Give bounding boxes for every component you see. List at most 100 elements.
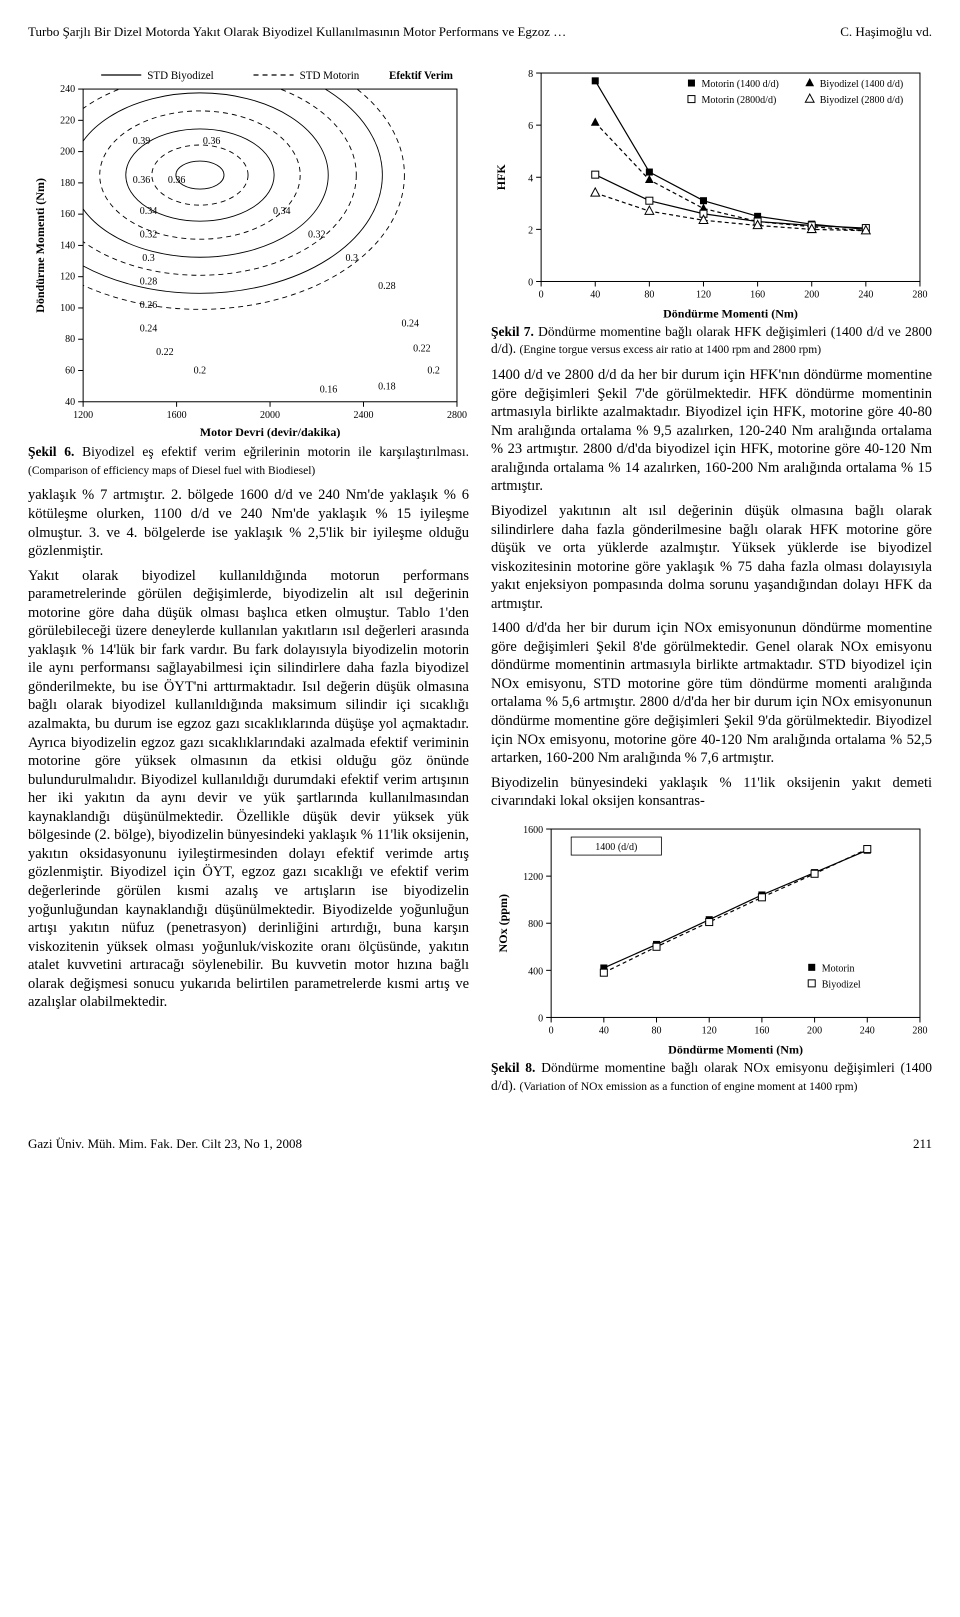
svg-text:0.26: 0.26 xyxy=(140,300,158,311)
svg-text:160: 160 xyxy=(754,1025,769,1036)
header-right: C. Haşimoğlu vd. xyxy=(840,24,932,41)
svg-text:0.2: 0.2 xyxy=(194,365,207,376)
svg-text:40: 40 xyxy=(590,289,600,300)
svg-text:0.36: 0.36 xyxy=(203,135,221,146)
svg-text:0.34: 0.34 xyxy=(140,206,158,217)
svg-text:180: 180 xyxy=(60,178,75,189)
figure-8: 0 40 80 120 160 200 240 280 0 400 800 1200 1600 Döndü… xyxy=(491,817,932,1095)
svg-text:280: 280 xyxy=(912,1025,927,1036)
fig8-caption: Şekil 8. Döndürme momentine bağlı olarak… xyxy=(491,1059,932,1094)
fig6-svg: STD Biyodizel STD Motorin Efektif Verim 120… xyxy=(28,61,469,442)
svg-text:Motorin (2800d/d): Motorin (2800d/d) xyxy=(701,95,776,106)
svg-text:100: 100 xyxy=(60,303,75,314)
right-column: 0408012016020024028002468Döndürme Moment… xyxy=(491,57,932,1103)
svg-text:0.28: 0.28 xyxy=(140,276,158,287)
svg-text:Döndürme Momenti (Nm): Döndürme Momenti (Nm) xyxy=(668,1042,803,1056)
svg-text:STD Motorin: STD Motorin xyxy=(300,70,360,82)
svg-text:200: 200 xyxy=(804,289,819,300)
figure-7: 0408012016020024028002468Döndürme Moment… xyxy=(491,61,932,359)
svg-text:1200: 1200 xyxy=(523,872,543,883)
body-p1: yaklaşık % 7 artmıştır. 2. bölgede 1600 … xyxy=(28,486,469,560)
svg-text:60: 60 xyxy=(65,365,75,376)
svg-text:160: 160 xyxy=(750,289,765,300)
fig8-caption-sub: (Variation of NOx emission as a function… xyxy=(520,1081,858,1093)
svg-text:Biyodizel (1400 d/d): Biyodizel (1400 d/d) xyxy=(820,79,903,90)
svg-text:Döndürme Momenti (Nm): Döndürme Momenti (Nm) xyxy=(663,306,798,320)
svg-text:80: 80 xyxy=(652,1025,662,1036)
svg-text:0.24: 0.24 xyxy=(401,318,419,329)
fig7-caption-sub: (Engine torgue versus excess air ratio a… xyxy=(520,344,822,356)
svg-text:Motorin: Motorin xyxy=(822,963,855,974)
svg-text:0.32: 0.32 xyxy=(140,229,158,240)
svg-text:120: 120 xyxy=(702,1025,717,1036)
svg-text:6: 6 xyxy=(528,121,533,132)
body-p4: Biyodizel yakıtının alt ısıl değerinin d… xyxy=(491,502,932,613)
svg-text:1600: 1600 xyxy=(523,825,543,836)
svg-text:0.32: 0.32 xyxy=(308,229,326,240)
svg-text:2800: 2800 xyxy=(447,409,467,420)
svg-text:0.34: 0.34 xyxy=(273,206,291,217)
svg-text:240: 240 xyxy=(860,1025,875,1036)
running-header: Turbo Şarjlı Bir Dizel Motorda Yakıt Ola… xyxy=(28,24,932,41)
svg-text:0.2: 0.2 xyxy=(427,365,440,376)
svg-text:0.36: 0.36 xyxy=(133,175,151,186)
svg-text:Efektif Verim: Efektif Verim xyxy=(389,70,453,82)
fig8-svg: 0 40 80 120 160 200 240 280 0 400 800 1200 1600 Döndü… xyxy=(491,817,932,1058)
svg-text:2: 2 xyxy=(528,225,533,236)
svg-text:0.22: 0.22 xyxy=(413,343,431,354)
svg-text:0: 0 xyxy=(538,1013,543,1024)
svg-text:40: 40 xyxy=(65,396,75,407)
svg-text:120: 120 xyxy=(60,271,75,282)
header-left: Turbo Şarjlı Bir Dizel Motorda Yakıt Ola… xyxy=(28,24,566,41)
fig8-caption-bold: Şekil 8. xyxy=(491,1060,535,1075)
fig6-caption-text: Biyodizel eş efektif verim eğrilerinin m… xyxy=(74,444,469,459)
svg-text:HFK: HFK xyxy=(494,163,508,190)
body-p5: 1400 d/d'da her bir durum için NOx emisy… xyxy=(491,619,932,767)
svg-text:80: 80 xyxy=(644,289,654,300)
svg-text:0.24: 0.24 xyxy=(140,323,158,334)
page-columns: STD Biyodizel STD Motorin Efektif Verim 120… xyxy=(28,57,932,1103)
svg-text:1400 (d/d): 1400 (d/d) xyxy=(595,842,637,853)
svg-text:200: 200 xyxy=(807,1025,822,1036)
svg-text:Motorin (1400 d/d): Motorin (1400 d/d) xyxy=(701,79,778,90)
svg-text:0.39: 0.39 xyxy=(133,135,151,146)
body-p3: 1400 d/d ve 2800 d/d da her bir durum iç… xyxy=(491,366,932,496)
svg-text:0: 0 xyxy=(528,277,533,288)
svg-text:Döndürme Momenti (Nm): Döndürme Momenti (Nm) xyxy=(33,178,47,313)
svg-text:Biyodizel: Biyodizel xyxy=(822,979,861,990)
svg-text:0.18: 0.18 xyxy=(378,381,396,392)
svg-text:220: 220 xyxy=(60,115,75,126)
svg-text:1600: 1600 xyxy=(167,409,187,420)
svg-text:Motor Devri (devir/dakika): Motor Devri (devir/dakika) xyxy=(200,424,341,438)
fig6-caption-bold: Şekil 6. xyxy=(28,444,74,459)
fig7-caption-bold: Şekil 7. xyxy=(491,324,534,339)
footer-right: 211 xyxy=(913,1136,932,1153)
body-p6: Biyodizelin bünyesindeki yaklaşık % 11'l… xyxy=(491,774,932,811)
svg-text:0.22: 0.22 xyxy=(156,346,174,357)
body-p2: Yakıt olarak biyodizel kullanıldığında m… xyxy=(28,567,469,1012)
svg-text:160: 160 xyxy=(60,209,75,220)
svg-text:0: 0 xyxy=(539,289,544,300)
svg-text:40: 40 xyxy=(599,1025,609,1036)
figure-6: STD Biyodizel STD Motorin Efektif Verim 120… xyxy=(28,61,469,479)
svg-text:0.3: 0.3 xyxy=(142,253,155,264)
svg-text:240: 240 xyxy=(60,84,75,95)
svg-text:STD Biyodizel: STD Biyodizel xyxy=(147,70,213,82)
left-column: STD Biyodizel STD Motorin Efektif Verim 120… xyxy=(28,57,469,1103)
svg-text:0.3: 0.3 xyxy=(346,253,359,264)
svg-text:800: 800 xyxy=(528,919,543,930)
svg-text:0.16: 0.16 xyxy=(320,384,338,395)
svg-text:140: 140 xyxy=(60,240,75,251)
fig7-caption: Şekil 7. Döndürme momentine bağlı olarak… xyxy=(491,323,932,358)
svg-text:240: 240 xyxy=(858,289,873,300)
svg-text:400: 400 xyxy=(528,966,543,977)
svg-text:2400: 2400 xyxy=(353,409,373,420)
fig6-caption-sub: (Comparison of efficiency maps of Diesel… xyxy=(28,465,315,477)
fig7-svg: 0408012016020024028002468Döndürme Moment… xyxy=(491,61,932,322)
svg-text:0: 0 xyxy=(549,1025,554,1036)
fig6-caption: Şekil 6. Biyodizel eş efektif verim eğri… xyxy=(28,443,469,478)
svg-text:120: 120 xyxy=(696,289,711,300)
svg-text:0.28: 0.28 xyxy=(378,281,396,292)
svg-text:280: 280 xyxy=(912,289,927,300)
svg-text:8: 8 xyxy=(528,69,533,80)
